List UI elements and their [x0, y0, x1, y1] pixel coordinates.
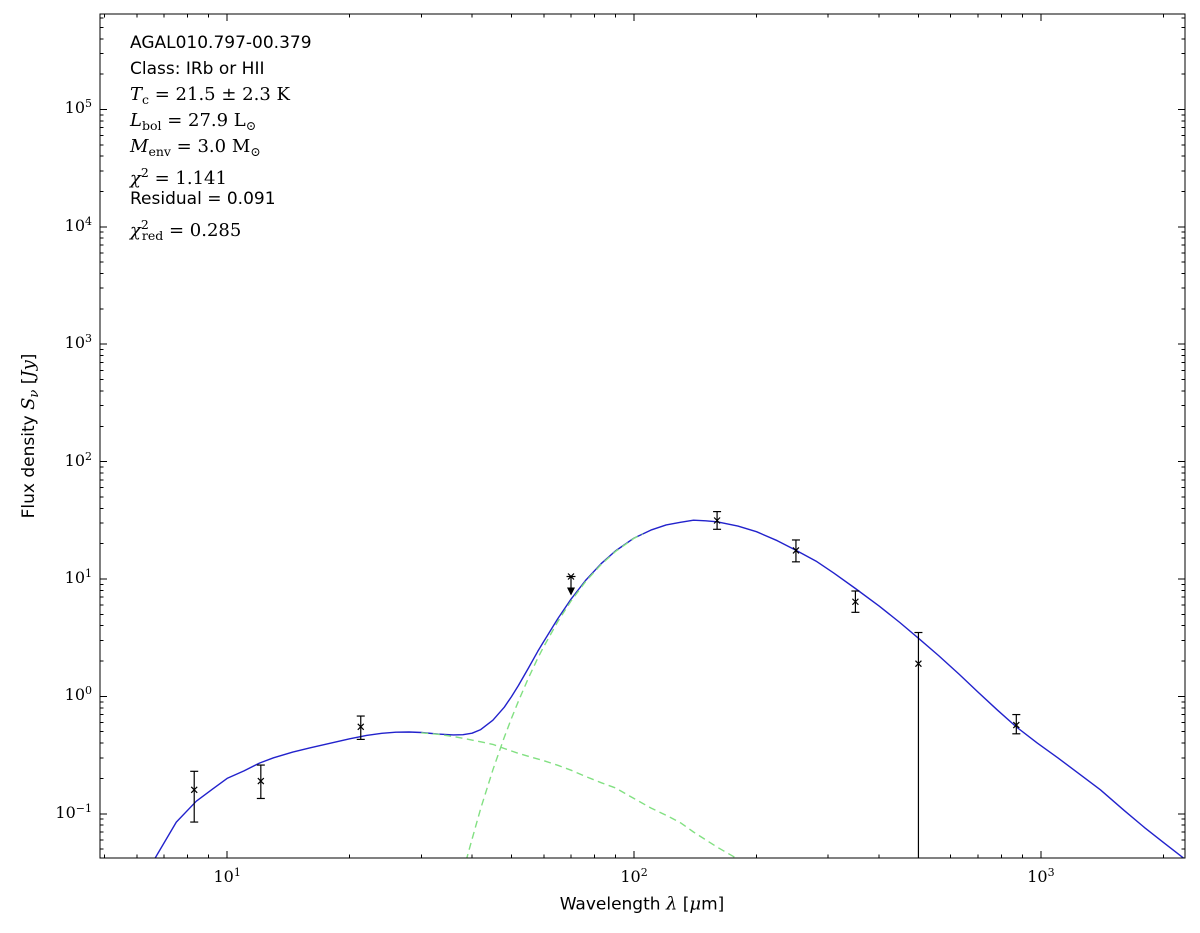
data-point-marker [357, 723, 365, 731]
warm-component-curve [421, 732, 738, 858]
plot-frame [99, 13, 1186, 859]
data-point-marker [915, 660, 922, 668]
upper-limit-arrow-icon [567, 587, 576, 596]
total-model-fit-curve [154, 519, 1185, 858]
data-point-marker [190, 786, 198, 794]
data-point-marker [257, 777, 265, 785]
cold-component-curve [466, 533, 644, 858]
model-curves [154, 519, 1185, 858]
data-point-marker [851, 598, 859, 606]
data-point-marker [567, 573, 575, 580]
data-point-marker [1012, 721, 1020, 729]
axis-ticks [100, 14, 1185, 858]
data-point-marker [713, 517, 721, 524]
data-points [190, 511, 1021, 858]
data-point-marker [792, 547, 800, 554]
